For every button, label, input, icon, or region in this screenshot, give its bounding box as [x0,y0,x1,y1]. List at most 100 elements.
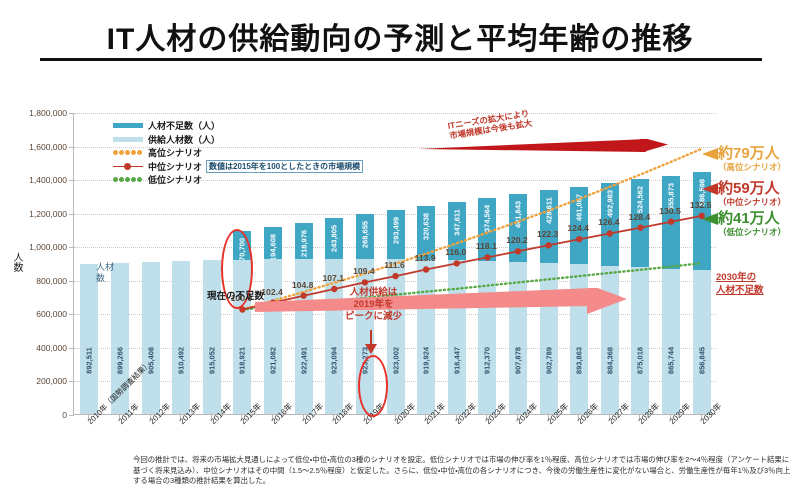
y-axis-tick-label: 1,400,000 [29,175,67,186]
supply-bar-segment[interactable]: 899,266 [110,263,129,414]
bar-column[interactable]: 915,052 [202,260,221,414]
supply-bar-segment[interactable]: 910,492 [172,261,191,414]
y-axis-tick-label: 1,600,000 [29,141,67,152]
low-scenario-arrow-icon [702,213,718,225]
high-scenario-line [241,147,703,311]
supply-bar-segment[interactable]: 865,744 [662,268,681,414]
low-scenario-value: 約41万人 [718,210,780,227]
mid-scenario-marker[interactable] [637,224,644,231]
mid-scenario-marker[interactable] [422,266,430,273]
mid-scenario-marker[interactable] [361,279,369,286]
mid-scenario-value-label: 128.4 [628,211,651,222]
mid-scenario-marker[interactable] [667,218,675,225]
mid-scenario-callout: 約59万人 （中位シナリオ） [718,180,787,208]
supply-peak-line2: 2019年を [353,299,394,310]
supply-peak-annotation: 人材供給は 2019年を ピークに減少 [345,287,402,323]
y-axis-tick-label: 0 [62,410,67,420]
footnote: 今回の推計では、将来の市場拡大見通しによって低位・中位・高位の3種のシナリオを設… [133,455,791,485]
supply-peak-highlight-ellipse [358,355,388,417]
x-axis-tick-mark [670,415,672,419]
y-axis-tick-label: 1,000,000 [29,242,67,253]
bar-column[interactable]: 586,598 856,845 [692,171,711,414]
shortage-bar-segment[interactable]: 218,976 [294,222,313,260]
shortage-bar-segment[interactable]: 461,087 [570,186,589,265]
shortage-growth-arrow-icon [255,288,627,314]
current-shortage-highlight-ellipse [221,229,253,309]
mid-scenario-marker[interactable] [239,306,246,313]
supply-bar-segment[interactable]: 922,491 [294,259,313,414]
x-axis-tick-mark [333,415,335,419]
shortage-bar-segment[interactable]: 586,598 [692,171,711,271]
mid-scenario-value-label: 118.1 [475,241,497,252]
bar-column[interactable]: 905,408 [141,262,160,414]
mid-scenario-marker[interactable] [300,292,307,299]
legend-swatch-high-dotted-icon [113,150,143,156]
bar-column[interactable]: 243,805 923,094 [325,218,344,414]
supply-bar-segment[interactable]: 923,094 [325,259,344,414]
mid-scenario-value: 約59万人 [718,180,780,197]
bar-column[interactable]: 910,492 [172,261,191,414]
shortage-bar-segment[interactable]: 320,638 [417,205,436,260]
mid-scenario-label: （中位シナリオ） [718,197,787,207]
supply-bar-segment[interactable]: 905,408 [141,262,160,414]
mid-scenario-marker[interactable] [576,236,583,243]
mid-scenario-marker[interactable] [606,230,613,237]
x-axis-tick-mark [118,415,120,419]
shortage-2030-line2: 人材不足数 [716,285,764,296]
supply-bar-segment[interactable]: 875,018 [631,267,650,414]
shortage-bar-segment[interactable]: 293,499 [386,209,405,260]
shortage-bar-segment[interactable]: 374,564 [478,198,497,261]
bar-column[interactable]: 218,976 922,491 [294,222,313,414]
y-axis-tick-label: 1,200,000 [29,208,67,219]
shortage-bar-segment[interactable]: 492,983 [600,182,619,266]
bar-column[interactable]: 899,266 [110,263,129,414]
mid-scenario-marker[interactable] [453,260,460,267]
mid-scenario-value-label: 113.9 [414,253,436,264]
mid-scenario-marker[interactable] [514,248,522,255]
legend-item-supply[interactable]: 供給人材数（人） [113,133,373,147]
legend-item-mid[interactable]: 中位シナリオ 数値は2015年を100としたときの市場規模 [113,159,373,174]
x-axis-tick-mark [700,415,702,419]
title-underline [40,58,762,61]
mid-scenario-value-label: 111.6 [384,260,405,271]
mid-scenario-marker[interactable] [392,272,399,280]
bar-column[interactable]: 524,562 875,018 [631,179,650,414]
y-axis-tick-mark [69,314,74,316]
shortage-bar-segment[interactable]: 524,562 [631,179,650,268]
y-axis-tick-label: 400,000 [36,342,67,353]
mid-scenario-value-label: 109.4 [353,266,375,277]
supply-bar-segment[interactable]: 856,845 [692,270,711,414]
y-axis-tick-mark [69,146,74,148]
mid-scenario-marker[interactable] [545,242,552,249]
mid-scenario-marker[interactable] [331,285,338,293]
legend: 人材不足数（人） 供給人材数（人） 高位シナリオ 中位シナリオ 数値は2015年… [113,119,373,187]
x-axis-tick-mark [455,415,457,419]
shortage-bar-segment[interactable]: 194,608 [264,226,283,261]
shortage-bar-segment[interactable]: 401,843 [508,194,527,262]
supply-peak-line3: ピークに減少 [345,311,403,322]
x-axis-tick-mark [394,415,396,419]
mid-scenario-marker[interactable] [484,254,491,261]
bar-column[interactable]: 194,608 921,082 [264,226,283,414]
mid-scenario-value-label: 104.8 [291,279,314,290]
mid-scenario-value-label: 102.4 [261,286,283,297]
legend-item-shortage[interactable]: 人材不足数（人） [113,119,373,133]
x-axis-tick-mark [241,415,243,419]
bar-column[interactable]: 892,511 [80,264,99,414]
shortage-bar-segment[interactable]: 243,805 [325,218,344,260]
y-axis-tick-mark [69,180,74,182]
y-axis-tick-mark [69,213,74,215]
mid-scenario-value-label: 120.2 [506,235,528,246]
y-axis-tick-label: 200,000 [36,376,67,387]
legend-item-high[interactable]: 高位シナリオ [113,146,373,160]
supply-bar-segment[interactable]: 915,052 [202,260,221,414]
supply-bar-segment[interactable]: 921,082 [264,259,283,414]
y-axis-tick-label: 800,000 [36,275,67,286]
supply-bar-segment[interactable]: 892,511 [80,264,99,414]
legend-swatch-low-dotted-icon [113,177,143,183]
shortage-bar-segment[interactable]: 268,655 [355,214,374,260]
x-axis-tick-mark [516,415,518,419]
mid-scenario-marker[interactable] [698,212,705,220]
legend-item-low[interactable]: 低位シナリオ [113,173,373,187]
